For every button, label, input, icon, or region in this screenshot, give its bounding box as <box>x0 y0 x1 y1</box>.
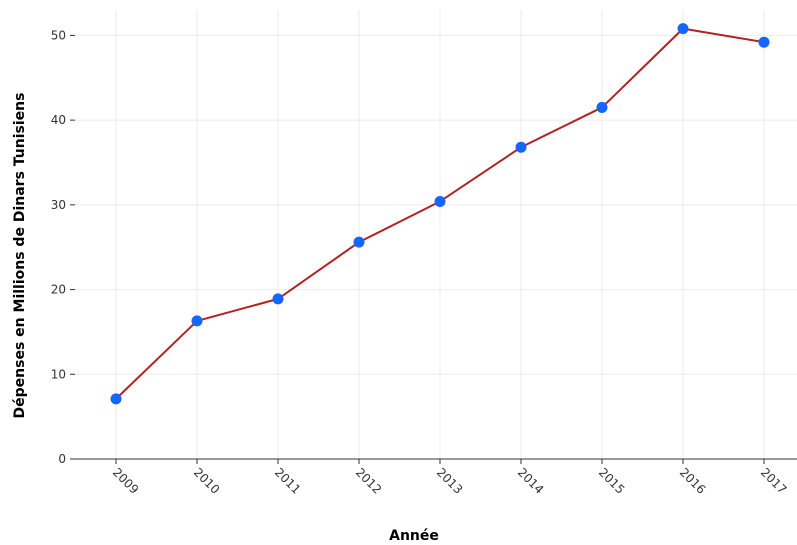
tick-labels: 0 10 20 30 40 50 2009 2010 2011 2012 2013 2014 2015 2… <box>51 28 790 496</box>
y-tick-label: 50 <box>51 28 66 42</box>
y-tick-label: 0 <box>58 452 66 466</box>
grid <box>75 10 797 459</box>
data-point[interactable] <box>677 23 689 35</box>
data-point[interactable] <box>110 393 122 405</box>
y-tick-label: 10 <box>51 367 66 381</box>
x-tick-label: 2014 <box>515 465 546 496</box>
data-point[interactable] <box>596 101 608 113</box>
data-point[interactable] <box>758 36 770 48</box>
x-tick-label: 2015 <box>596 465 627 496</box>
x-tick-label: 2013 <box>434 465 465 496</box>
x-tick-label: 2016 <box>677 465 708 496</box>
data-point[interactable] <box>191 315 203 327</box>
axes <box>70 34 797 464</box>
data-point[interactable] <box>515 141 527 153</box>
x-axis-title: Année <box>389 528 439 544</box>
data-point[interactable] <box>272 293 284 305</box>
y-tick-label: 40 <box>51 113 66 127</box>
y-axis-title: Dépenses en Millions de Dinars Tunisiens <box>12 93 28 419</box>
x-tick-label: 2017 <box>758 465 789 496</box>
x-tick-label: 2009 <box>110 465 141 496</box>
y-tick-label: 20 <box>51 283 66 297</box>
data-point[interactable] <box>434 195 446 207</box>
y-tick-label: 30 <box>51 198 66 212</box>
series-layer <box>110 23 770 405</box>
x-tick-label: 2010 <box>191 465 222 496</box>
x-tick-label: 2012 <box>353 465 384 496</box>
x-tick-label: 2011 <box>272 465 303 496</box>
data-point[interactable] <box>353 236 365 248</box>
